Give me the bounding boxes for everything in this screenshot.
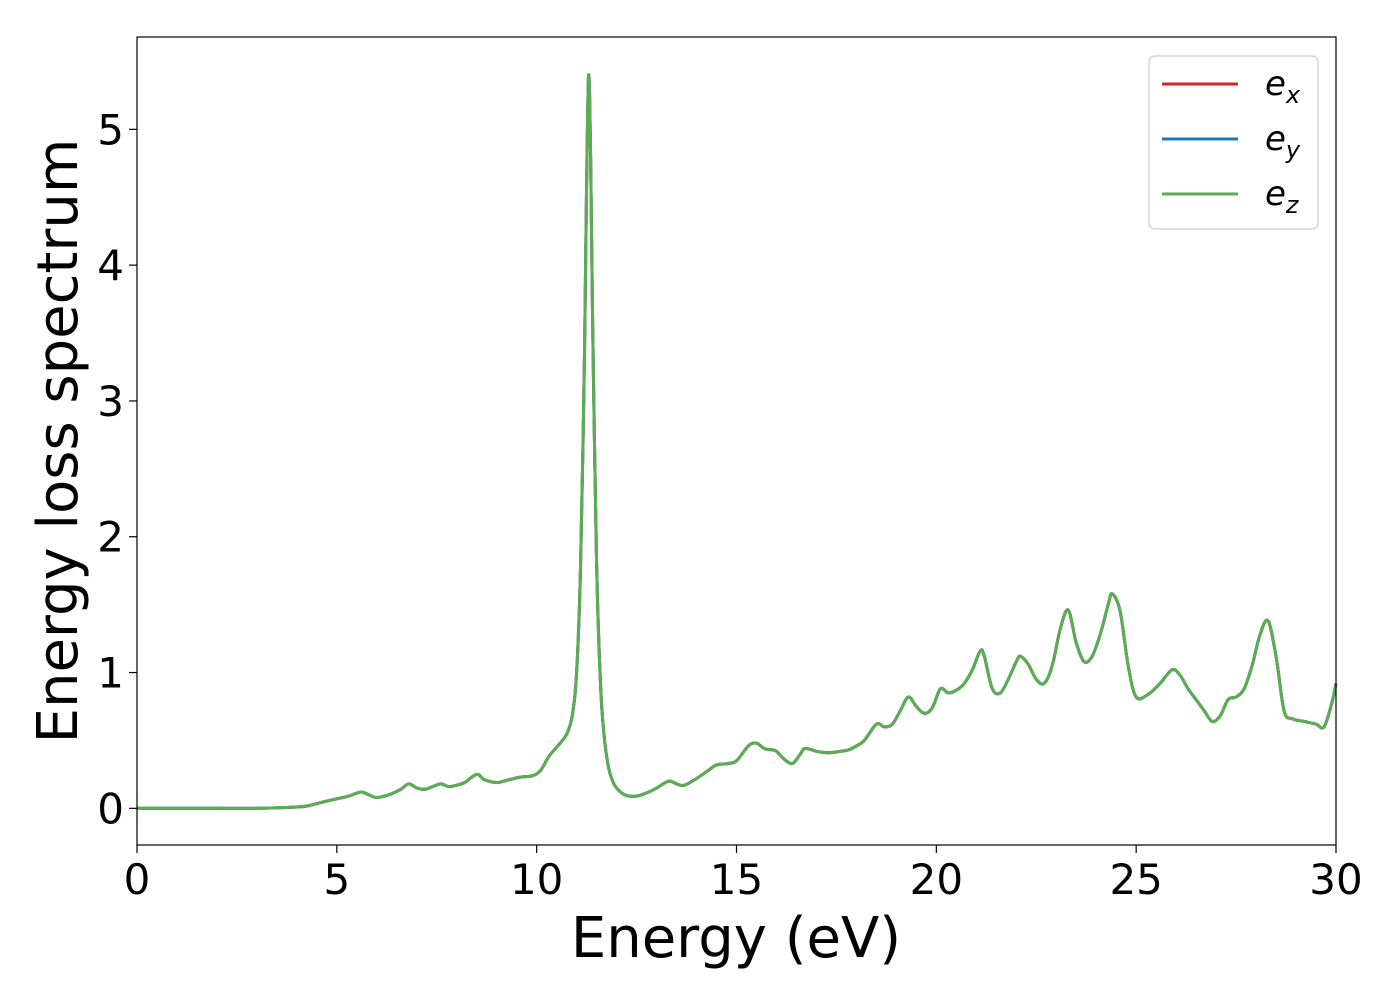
legend-label-ey: ey [1265, 119, 1301, 164]
y-tick-label: 5 [97, 105, 124, 154]
x-tick-label: 25 [1109, 855, 1162, 904]
legend: ex ey ez [1148, 55, 1319, 230]
legend-box [1148, 55, 1319, 230]
y-tick-label: 4 [97, 241, 124, 290]
x-axis-label: Energy (eV) [571, 906, 901, 971]
x-tick-label: 0 [124, 855, 151, 904]
legend-label-ex: ex [1265, 64, 1301, 109]
y-tick-label: 3 [97, 377, 124, 426]
legend-label-ez: ez [1265, 174, 1300, 219]
y-tick-label: 0 [97, 784, 124, 833]
y-axis-label: Energy loss spectrum [26, 139, 91, 744]
x-tick-label: 10 [510, 855, 563, 904]
x-axis-ticks: 0 5 10 15 20 25 30 [124, 845, 1363, 904]
y-tick-label: 2 [97, 513, 124, 562]
x-tick-label: 15 [710, 855, 763, 904]
legend-items: ex ey ez [1162, 64, 1301, 219]
series-layer [137, 73, 1338, 810]
x-tick-label: 20 [910, 855, 963, 904]
y-tick-label: 1 [97, 649, 124, 698]
x-tick-label: 5 [323, 855, 350, 904]
series-line-ez [137, 73, 1338, 810]
y-axis-ticks: 0 1 2 3 4 5 [97, 105, 137, 833]
x-tick-label: 30 [1309, 855, 1362, 904]
